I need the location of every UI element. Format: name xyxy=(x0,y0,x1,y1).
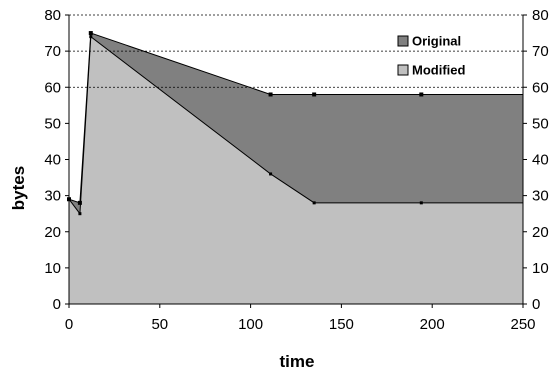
point-modified xyxy=(312,201,316,205)
x-tick-label: 150 xyxy=(329,316,354,333)
y-tick-label-left: 40 xyxy=(44,152,61,169)
y-tick-label-left: 20 xyxy=(44,224,61,241)
legend-label-modified: Modified xyxy=(412,63,465,78)
point-modified xyxy=(67,197,71,201)
y-tick-label-right: 10 xyxy=(532,260,549,277)
point-original xyxy=(312,92,317,97)
chart-lines xyxy=(67,31,523,216)
x-axis-title: time xyxy=(280,352,315,371)
point-original xyxy=(88,31,93,36)
point-modified xyxy=(269,172,273,176)
y-tick-label-right: 20 xyxy=(532,224,549,241)
area-modified xyxy=(69,36,523,305)
y-tick-label-left: 0 xyxy=(53,296,61,313)
y-tick-label-right: 40 xyxy=(532,152,549,169)
y-tick-label-left: 50 xyxy=(44,115,61,132)
y-tick-label-right: 70 xyxy=(532,43,549,60)
point-modified xyxy=(78,212,82,216)
legend-item-original: Original xyxy=(397,34,461,49)
y-axis-title: bytes xyxy=(9,166,28,210)
point-original xyxy=(77,200,82,205)
legend: Original Modified xyxy=(397,34,465,78)
x-tick-label: 0 xyxy=(65,316,73,333)
x-tick-label: 50 xyxy=(151,316,168,333)
y-tick-label-right: 50 xyxy=(532,115,549,132)
y-tick-label-left: 30 xyxy=(44,188,61,205)
y-tick-label-left: 80 xyxy=(44,7,61,24)
y-tick-label-right: 30 xyxy=(532,188,549,205)
point-modified xyxy=(89,35,93,39)
x-tick-label: 200 xyxy=(420,316,445,333)
legend-swatch-original xyxy=(397,35,409,47)
legend-label-original: Original xyxy=(412,34,461,49)
chart-areas xyxy=(69,33,523,305)
y-tick-label-left: 60 xyxy=(44,79,61,96)
x-tick-label: 250 xyxy=(510,316,535,333)
y-tick-label-left: 70 xyxy=(44,43,61,60)
y-tick-label-right: 80 xyxy=(532,7,549,24)
legend-swatch-modified xyxy=(397,64,409,76)
legend-item-modified: Modified xyxy=(397,63,465,78)
chart-axes xyxy=(65,14,527,308)
point-modified xyxy=(419,201,423,205)
point-original xyxy=(419,92,424,97)
y-tick-label-right: 0 xyxy=(532,296,540,313)
y-tick-label-left: 10 xyxy=(44,260,61,277)
y-tick-label-right: 60 xyxy=(532,79,549,96)
x-tick-label: 100 xyxy=(238,316,263,333)
point-original xyxy=(268,92,273,97)
